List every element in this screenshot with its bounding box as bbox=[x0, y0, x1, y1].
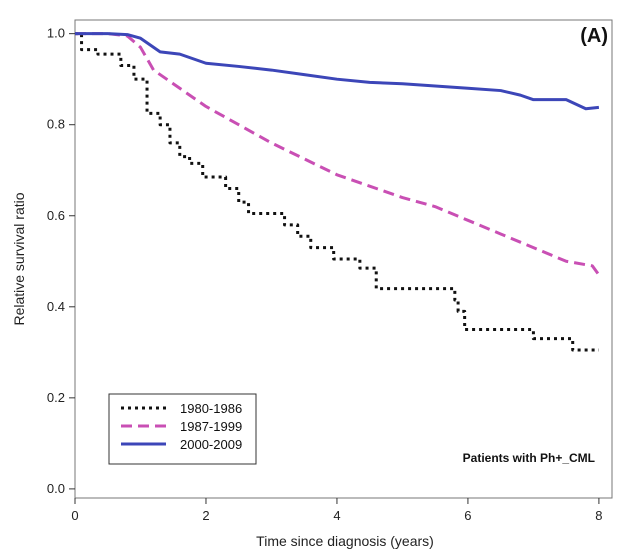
series-line-1980-1986 bbox=[75, 32, 599, 352]
series-layer bbox=[75, 32, 601, 352]
y-tick-label: 0.8 bbox=[47, 117, 65, 132]
annotation: Patients with Ph+_CML bbox=[463, 451, 595, 465]
x-tick-label: 6 bbox=[464, 508, 471, 523]
x-axis-title: Time since diagnosis (years) bbox=[256, 533, 434, 549]
y-tick-label: 0.4 bbox=[47, 299, 65, 314]
y-tick-label: 0.0 bbox=[47, 481, 65, 496]
y-tick-label: 0.2 bbox=[47, 390, 65, 405]
legend: 1980-1986 1987-1999 2000-2009 bbox=[108, 393, 257, 465]
x-tick-label: 8 bbox=[595, 508, 602, 523]
y-tick-label: 1.0 bbox=[47, 26, 65, 41]
legend-label-2000-2009: 2000-2009 bbox=[180, 437, 242, 452]
axes: 0 2 4 6 8 0.0 0.2 0.4 0.6 0.8 1.0 bbox=[47, 26, 603, 523]
series-line-2000-2009 bbox=[75, 32, 600, 111]
y-tick-label: 0.6 bbox=[47, 208, 65, 223]
x-tick-label: 4 bbox=[333, 508, 340, 523]
series-line-1987-1999 bbox=[75, 32, 601, 276]
x-tick-label: 0 bbox=[71, 508, 78, 523]
panel-label: (A) bbox=[580, 25, 608, 47]
legend-box bbox=[108, 393, 257, 465]
legend-label-1980-1986: 1980-1986 bbox=[180, 401, 242, 416]
x-tick-label: 2 bbox=[202, 508, 209, 523]
legend-label-1987-1999: 1987-1999 bbox=[180, 419, 242, 434]
y-axis-title: Relative survival ratio bbox=[11, 192, 27, 325]
